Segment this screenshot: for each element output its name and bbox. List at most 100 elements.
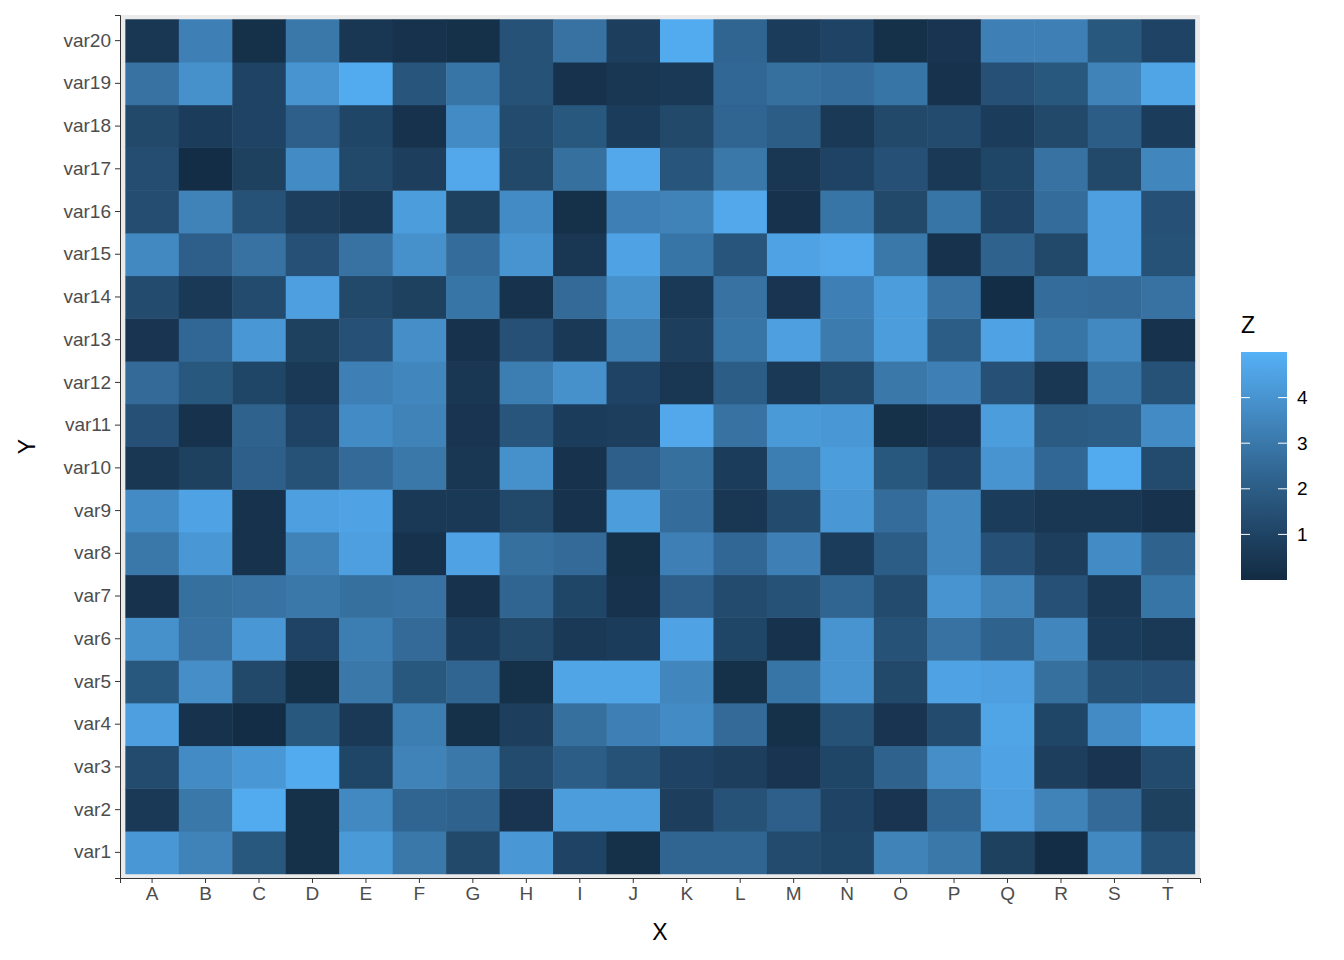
heat-cell: [1088, 276, 1142, 319]
heat-cell: [446, 703, 500, 746]
heat-cell: [125, 276, 179, 319]
heat-cell: [927, 190, 981, 233]
heat-cell: [232, 575, 286, 618]
heat-cell: [981, 190, 1035, 233]
heat-cell: [179, 575, 233, 618]
x-tick-label: S: [1108, 883, 1121, 904]
heat-cell: [1141, 276, 1195, 319]
heat-cell: [874, 617, 928, 660]
heat-cell: [446, 404, 500, 447]
heat-cell: [660, 361, 714, 404]
heat-cell: [1141, 233, 1195, 276]
heat-cell: [767, 703, 821, 746]
y-tick: var2: [74, 799, 120, 820]
heat-cell: [125, 532, 179, 575]
heat-cell: [927, 489, 981, 532]
heat-cell: [660, 447, 714, 490]
y-tick: var19: [63, 72, 120, 93]
x-tick-mark: [1167, 878, 1168, 883]
heat-cell: [820, 404, 874, 447]
x-axis: ABCDEFGHIJKLMNOPQRST: [121, 878, 1201, 904]
heat-cell: [981, 19, 1035, 62]
heat-cell: [713, 190, 767, 233]
heat-cell: [1034, 147, 1088, 190]
heat-cell: [553, 318, 607, 361]
heat-cell: [232, 105, 286, 148]
heat-cell: [339, 788, 393, 831]
x-tick-label: K: [680, 883, 693, 904]
heat-cell: [286, 660, 340, 703]
heat-cell: [125, 746, 179, 789]
heat-cell: [927, 19, 981, 62]
x-axis-line: [121, 879, 1201, 884]
heat-cell: [820, 147, 874, 190]
heat-cell: [607, 105, 661, 148]
heat-cell: [660, 788, 714, 831]
heat-cell: [927, 447, 981, 490]
heat-cell: [713, 105, 767, 148]
heat-cell: [767, 660, 821, 703]
x-tick-label: O: [893, 883, 908, 904]
panel-background: [120, 15, 1200, 878]
y-tick-label: var5: [74, 671, 111, 692]
x-tick-label: H: [519, 883, 533, 904]
heat-cell: [607, 233, 661, 276]
heat-cell: [286, 233, 340, 276]
y-tick: var7: [74, 585, 120, 606]
heat-cell: [767, 788, 821, 831]
heat-cell: [660, 489, 714, 532]
heat-cell: [286, 447, 340, 490]
heat-cell: [607, 190, 661, 233]
heat-cell: [1034, 447, 1088, 490]
heat-cell: [553, 105, 607, 148]
heat-cell: [660, 617, 714, 660]
heat-cell: [500, 19, 554, 62]
heat-cell: [286, 746, 340, 789]
heat-cell: [820, 233, 874, 276]
heat-cell: [767, 147, 821, 190]
heat-cell: [286, 788, 340, 831]
heat-cell: [500, 233, 554, 276]
heat-cell: [820, 831, 874, 874]
y-tick-label: var7: [74, 585, 111, 606]
y-axis: var1var2var3var4var5var6var7var8var9var1…: [63, 16, 120, 879]
heat-cell: [179, 831, 233, 874]
x-tick: Q: [1000, 878, 1015, 904]
heat-cell: [713, 276, 767, 319]
heat-cell: [232, 489, 286, 532]
heat-cell: [179, 19, 233, 62]
y-tick: var1: [74, 841, 120, 862]
heat-cell: [927, 831, 981, 874]
chart: ABCDEFGHIJKLMNOPQRSTvar1var2var3var4var5…: [0, 0, 1344, 960]
x-tick-mark: [686, 878, 687, 883]
heat-cell: [553, 617, 607, 660]
heat-cell: [179, 617, 233, 660]
heat-cell: [927, 404, 981, 447]
heat-cell: [1088, 746, 1142, 789]
heat-cell: [767, 831, 821, 874]
heat-cell: [607, 62, 661, 105]
heat-cell: [339, 532, 393, 575]
y-tick-mark: [115, 766, 120, 767]
heat-cell: [1088, 617, 1142, 660]
heat-cell: [179, 190, 233, 233]
heat-cell: [500, 660, 554, 703]
y-tick-mark: [115, 596, 120, 597]
y-tick-mark: [115, 809, 120, 810]
heat-cell: [767, 105, 821, 148]
heat-cell: [339, 831, 393, 874]
heat-cell: [500, 361, 554, 404]
heat-cell: [393, 746, 447, 789]
heat-cell: [874, 447, 928, 490]
x-tick: R: [1054, 878, 1068, 904]
heat-cell: [179, 105, 233, 148]
y-tick: var14: [63, 286, 120, 307]
heat-cell: [232, 361, 286, 404]
x-tick: I: [577, 878, 582, 904]
heat-cell: [393, 447, 447, 490]
y-axis-title: Y: [14, 439, 40, 454]
heat-cell: [1034, 361, 1088, 404]
x-tick-mark: [954, 878, 955, 883]
heat-cell: [125, 318, 179, 361]
heat-cell: [981, 318, 1035, 361]
